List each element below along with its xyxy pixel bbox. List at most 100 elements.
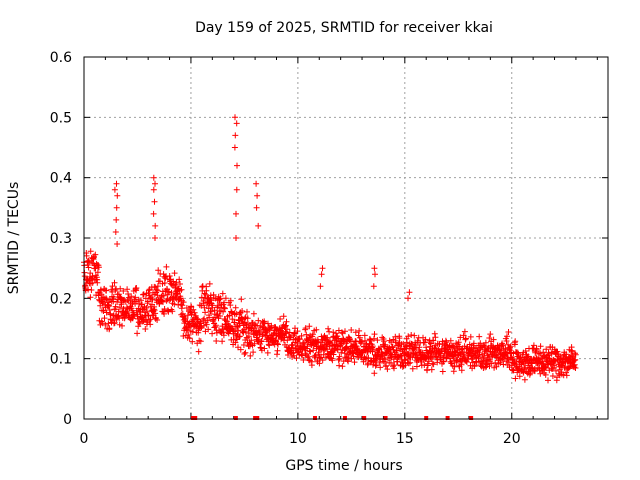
data-point <box>457 334 464 341</box>
data-point <box>133 285 140 291</box>
data-point <box>110 293 117 300</box>
plot-frame <box>83 56 609 420</box>
gridlines <box>84 57 608 419</box>
data-point <box>382 341 389 348</box>
data-point <box>409 365 416 372</box>
data-point <box>150 210 157 217</box>
data-point <box>149 296 156 303</box>
data-point <box>367 336 374 343</box>
data-point <box>166 297 173 304</box>
data-point <box>217 313 223 319</box>
data-point <box>206 314 213 321</box>
data-point <box>319 265 326 272</box>
data-point <box>510 367 517 374</box>
zero-marker <box>253 416 258 420</box>
data-point <box>432 334 439 341</box>
data-point <box>275 341 281 348</box>
data-point <box>313 326 320 333</box>
data-point <box>189 338 196 345</box>
data-point <box>406 289 413 296</box>
data-point <box>112 287 119 294</box>
data-point <box>237 346 244 353</box>
data-point <box>171 301 178 308</box>
data-point <box>111 319 118 326</box>
data-point <box>572 351 579 358</box>
y-tick-label: 0.5 <box>50 110 72 126</box>
data-point <box>239 308 246 314</box>
y-tick-label: 0.3 <box>50 231 72 247</box>
data-point <box>450 368 457 375</box>
zero-marker <box>362 416 367 420</box>
data-point <box>264 349 271 356</box>
data-point <box>412 350 419 357</box>
data-point <box>300 357 307 363</box>
data-point <box>233 235 239 241</box>
data-point <box>92 265 99 272</box>
data-point <box>150 174 157 181</box>
data-point <box>169 308 176 315</box>
zero-marker <box>312 416 317 420</box>
data-point <box>134 330 141 337</box>
data-point <box>282 322 289 329</box>
data-point <box>190 306 197 313</box>
data-point <box>321 347 328 353</box>
data-point <box>202 309 209 316</box>
data-point <box>132 294 139 301</box>
data-point <box>254 192 261 199</box>
data-point <box>432 342 439 349</box>
data-point <box>411 332 418 339</box>
data-point <box>462 335 469 342</box>
data-point <box>144 308 151 315</box>
data-point <box>277 316 284 322</box>
data-point <box>568 344 575 351</box>
data-point <box>171 270 178 277</box>
data-point <box>460 332 467 339</box>
data-point <box>563 372 570 379</box>
data-point <box>488 360 495 367</box>
data-point <box>446 350 453 357</box>
data-point <box>189 328 196 335</box>
y-tick-label: 0 <box>63 412 72 428</box>
data-point <box>111 279 118 286</box>
data-point <box>504 333 510 340</box>
data-point <box>88 287 95 293</box>
data-point <box>256 330 263 336</box>
data-point <box>371 265 378 272</box>
data-point <box>507 344 513 351</box>
data-point <box>280 313 287 320</box>
data-point <box>553 367 559 374</box>
data-point <box>231 319 238 326</box>
data-point <box>98 291 105 298</box>
data-point <box>303 331 310 338</box>
data-point <box>145 287 152 294</box>
data-point <box>176 276 183 283</box>
data-point <box>367 337 374 344</box>
data-point <box>94 269 101 276</box>
data-point <box>147 316 154 323</box>
data-point <box>543 364 549 371</box>
data-point <box>103 287 110 294</box>
data-point <box>324 334 331 341</box>
chart-title: Day 159 of 2025, SRMTID for receiver kka… <box>195 20 493 36</box>
data-point <box>439 368 446 375</box>
data-point <box>545 377 551 384</box>
data-point <box>154 283 161 290</box>
data-point <box>232 114 238 121</box>
data-point <box>470 340 477 347</box>
data-point <box>293 355 300 362</box>
zero-marker <box>191 416 196 420</box>
data-point <box>315 338 322 345</box>
data-point <box>183 305 190 311</box>
data-point <box>177 281 183 287</box>
data-point <box>94 279 101 286</box>
data-point <box>384 366 391 373</box>
data-point <box>83 252 90 259</box>
data-point <box>338 329 345 336</box>
data-point <box>103 295 110 302</box>
data-point <box>102 321 109 328</box>
data-point <box>393 347 400 354</box>
y-tick-label: 0.2 <box>50 291 72 307</box>
data-point <box>537 343 544 350</box>
data-point <box>205 326 212 333</box>
